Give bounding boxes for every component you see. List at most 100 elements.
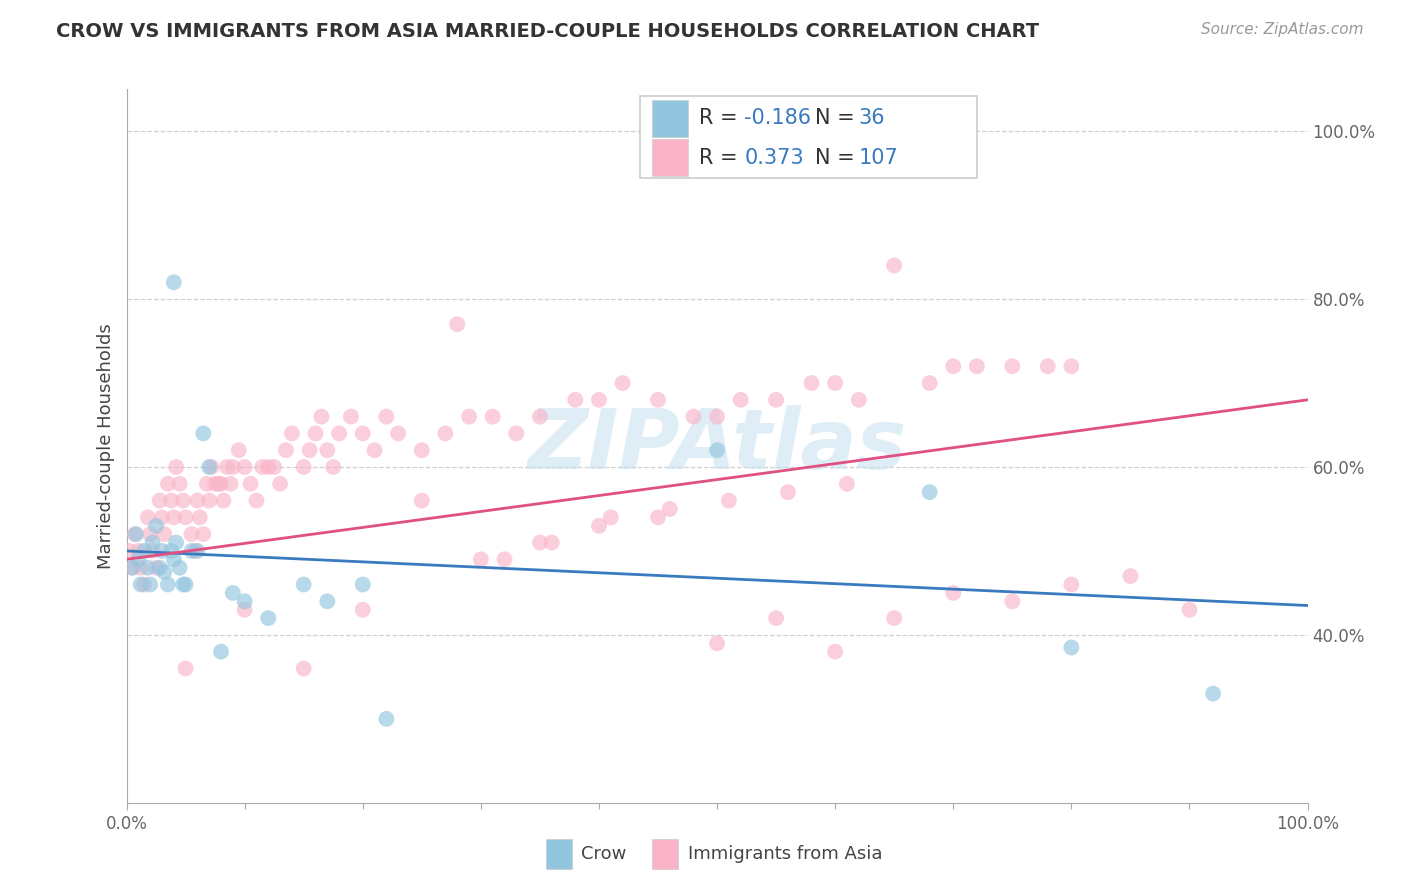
FancyBboxPatch shape bbox=[640, 96, 977, 178]
Point bbox=[222, 460, 245, 475]
Point bbox=[776, 485, 799, 500]
Point bbox=[446, 318, 468, 332]
Point bbox=[124, 527, 146, 541]
Point bbox=[352, 577, 374, 591]
Point bbox=[150, 510, 173, 524]
Point bbox=[193, 527, 215, 541]
Point bbox=[375, 712, 398, 726]
Text: 0.373: 0.373 bbox=[744, 148, 804, 168]
Point bbox=[141, 535, 163, 549]
Point bbox=[134, 544, 156, 558]
Point bbox=[153, 565, 176, 579]
Point bbox=[682, 409, 704, 424]
Point bbox=[233, 594, 256, 608]
Point bbox=[129, 577, 152, 591]
Point bbox=[505, 426, 527, 441]
Point bbox=[233, 460, 256, 475]
Text: ZIPAtlas: ZIPAtlas bbox=[527, 406, 907, 486]
Point bbox=[1036, 359, 1059, 374]
Point bbox=[800, 376, 823, 390]
Text: R =: R = bbox=[699, 148, 745, 168]
Point bbox=[121, 560, 143, 574]
Point bbox=[848, 392, 870, 407]
Point bbox=[434, 426, 457, 441]
Point bbox=[245, 493, 267, 508]
Point bbox=[156, 476, 179, 491]
Point bbox=[599, 510, 621, 524]
FancyBboxPatch shape bbox=[652, 139, 688, 177]
Point bbox=[588, 392, 610, 407]
Point bbox=[165, 535, 187, 549]
Point bbox=[1119, 569, 1142, 583]
Point bbox=[281, 426, 304, 441]
Point bbox=[1202, 687, 1225, 701]
Point bbox=[1060, 640, 1083, 655]
Point bbox=[125, 527, 148, 541]
Point bbox=[340, 409, 363, 424]
Point bbox=[328, 426, 350, 441]
Point bbox=[647, 510, 669, 524]
Point bbox=[274, 443, 297, 458]
Text: 107: 107 bbox=[859, 148, 898, 168]
Point bbox=[1001, 594, 1024, 608]
Point bbox=[292, 460, 315, 475]
Point bbox=[141, 544, 163, 558]
Point bbox=[209, 645, 232, 659]
Point bbox=[658, 502, 681, 516]
Point bbox=[647, 392, 669, 407]
Point bbox=[212, 493, 235, 508]
Point bbox=[209, 476, 232, 491]
Point bbox=[765, 611, 787, 625]
Point bbox=[174, 510, 197, 524]
Point bbox=[172, 577, 194, 591]
Point bbox=[883, 259, 905, 273]
Point bbox=[292, 661, 315, 675]
Point bbox=[411, 443, 433, 458]
Point bbox=[322, 460, 344, 475]
Text: N =: N = bbox=[815, 109, 862, 128]
Point bbox=[180, 544, 202, 558]
Point bbox=[172, 493, 194, 508]
Point bbox=[1060, 359, 1083, 374]
Point bbox=[1178, 603, 1201, 617]
Point bbox=[145, 518, 167, 533]
Point bbox=[411, 493, 433, 508]
Point bbox=[470, 552, 492, 566]
Point bbox=[163, 275, 186, 289]
Point bbox=[824, 645, 846, 659]
Point bbox=[316, 594, 339, 608]
Point bbox=[966, 359, 988, 374]
Point bbox=[150, 544, 173, 558]
Point bbox=[118, 544, 141, 558]
Point bbox=[263, 460, 285, 475]
Point bbox=[145, 560, 167, 574]
Point bbox=[204, 476, 226, 491]
Point bbox=[363, 443, 385, 458]
Text: 36: 36 bbox=[859, 109, 886, 128]
Point bbox=[156, 577, 179, 591]
Point bbox=[883, 611, 905, 625]
Point bbox=[149, 493, 172, 508]
FancyBboxPatch shape bbox=[546, 839, 572, 869]
Point bbox=[942, 359, 965, 374]
Point bbox=[136, 510, 159, 524]
Point bbox=[458, 409, 481, 424]
Point bbox=[918, 376, 941, 390]
Point bbox=[193, 426, 215, 441]
Point bbox=[298, 443, 321, 458]
Text: Crow: Crow bbox=[581, 846, 627, 863]
Text: Immigrants from Asia: Immigrants from Asia bbox=[688, 846, 882, 863]
Point bbox=[127, 544, 149, 558]
Point bbox=[529, 409, 551, 424]
Point bbox=[540, 535, 562, 549]
Point bbox=[588, 518, 610, 533]
Point bbox=[121, 560, 143, 574]
Point bbox=[174, 661, 197, 675]
Point bbox=[180, 527, 202, 541]
Point bbox=[918, 485, 941, 500]
Point bbox=[153, 527, 176, 541]
Point bbox=[387, 426, 409, 441]
Text: Source: ZipAtlas.com: Source: ZipAtlas.com bbox=[1201, 22, 1364, 37]
Point bbox=[717, 493, 740, 508]
Point bbox=[163, 510, 186, 524]
